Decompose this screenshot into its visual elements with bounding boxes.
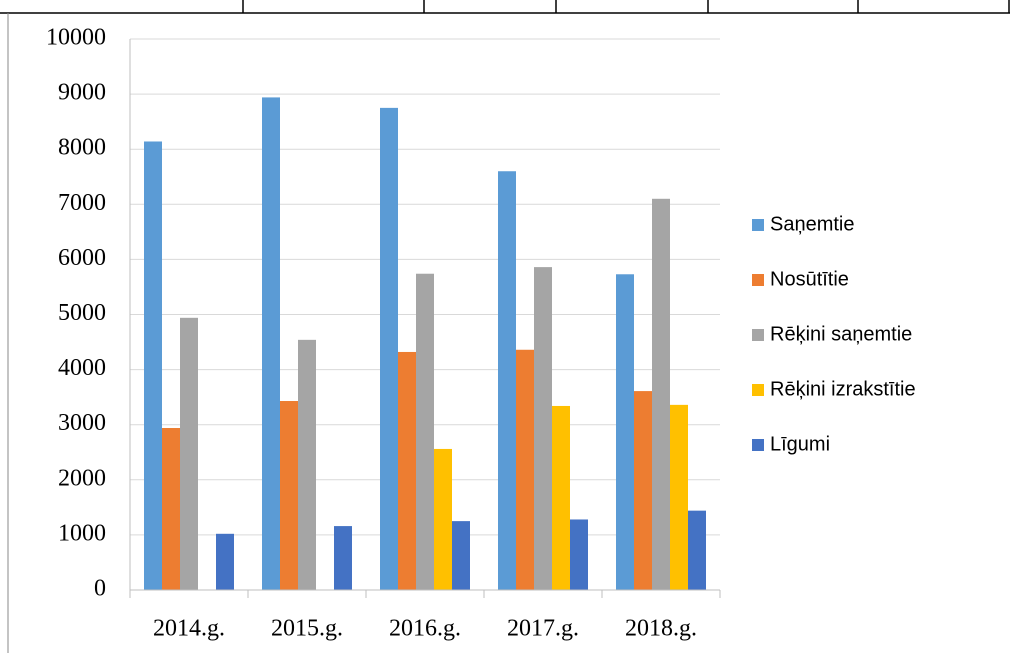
y-tick-label: 1000	[58, 520, 106, 546]
bar	[570, 519, 588, 590]
bar	[434, 448, 452, 590]
legend-label: Nosūtītie	[770, 268, 849, 290]
x-tick-label: 2015.g.	[271, 616, 343, 642]
bar	[452, 521, 470, 590]
legend-swatch	[752, 439, 764, 451]
bar	[534, 267, 552, 590]
y-tick-label: 8000	[58, 135, 106, 161]
y-tick-label: 4000	[58, 355, 106, 381]
bar	[380, 107, 398, 590]
x-tick-label: 2017.g.	[507, 616, 579, 642]
legend-swatch	[752, 329, 764, 341]
bar	[298, 339, 316, 590]
bar	[634, 391, 652, 590]
bar	[280, 401, 298, 590]
bar	[616, 274, 634, 590]
bar	[216, 533, 234, 590]
y-tick-label: 5000	[58, 300, 106, 326]
bar	[180, 317, 198, 590]
bar	[144, 141, 162, 590]
bar	[416, 273, 434, 590]
bar	[262, 97, 280, 590]
x-tick-label: 2014.g.	[153, 616, 225, 642]
legend-label: Rēķini saņemtie	[770, 323, 912, 345]
x-tick-label: 2018.g.	[625, 616, 697, 642]
legend-label: Saņemtie	[770, 213, 855, 235]
y-tick-label: 2000	[58, 465, 106, 491]
legend-label: Rēķini izrakstītie	[770, 378, 916, 400]
bar	[398, 351, 416, 590]
y-tick-label: 6000	[58, 245, 106, 271]
y-tick-label: 10000	[46, 25, 106, 51]
bar	[652, 198, 670, 591]
bar	[498, 171, 516, 591]
bar	[688, 510, 706, 590]
table-border	[0, 0, 1010, 14]
legend-swatch	[752, 274, 764, 286]
y-tick-label: 3000	[58, 410, 106, 436]
bar	[516, 349, 534, 590]
y-tick-label: 0	[94, 576, 106, 602]
bar	[552, 405, 570, 590]
bar	[162, 428, 180, 590]
legend-label: Līgumi	[770, 433, 830, 455]
y-tick-label: 9000	[58, 80, 106, 106]
x-tick-label: 2016.g.	[389, 616, 461, 642]
legend-swatch	[752, 384, 764, 396]
y-tick-label: 7000	[58, 190, 106, 216]
legend-swatch	[752, 219, 764, 231]
bar	[334, 526, 352, 590]
bar	[670, 404, 688, 590]
